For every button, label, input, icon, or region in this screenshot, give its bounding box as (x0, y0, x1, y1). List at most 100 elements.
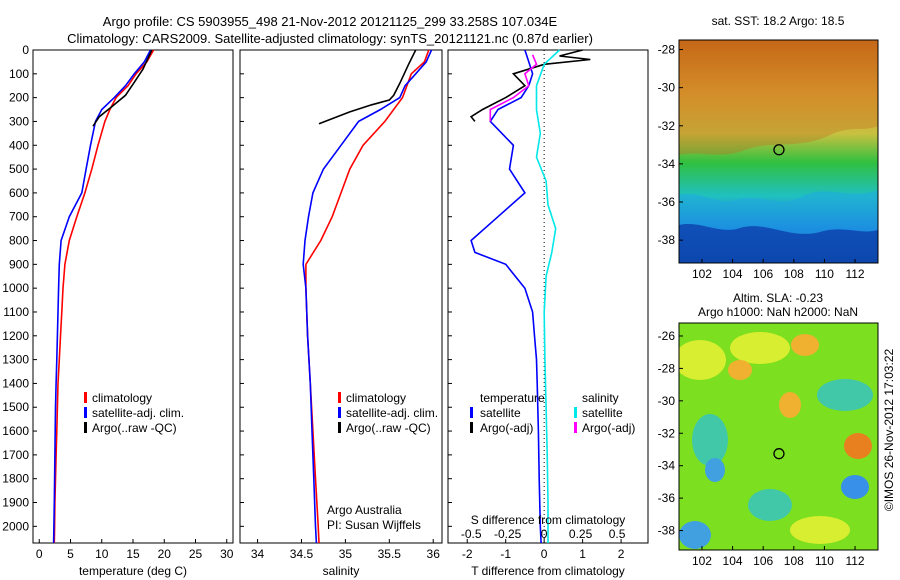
map-x-tick-label: 112 (845, 554, 864, 568)
chart-title-line2: Climatology: CARS2009. Satellite-adjuste… (67, 31, 593, 46)
difference-legend: temperature salinity satellite Argo(-adj… (470, 391, 635, 435)
map-y-tick-label: -30 (658, 394, 676, 408)
sla-argo-marker (773, 448, 785, 460)
sst-cold-band (679, 223, 878, 263)
s-tick-label: -0.5 (461, 527, 482, 541)
map-x-tick-label: 106 (753, 554, 773, 568)
series-line-argo-adj- (469, 49, 591, 122)
x-tick-label: 34 (251, 547, 265, 561)
map-x-tick-label: 104 (723, 554, 743, 568)
legend-swatch-climatology (84, 392, 87, 403)
depth-tick-label: 1100 (3, 305, 29, 319)
map-x-tick-label: 110 (815, 267, 834, 281)
temperature-legend: climatology satellite-adj. clim. Argo(..… (84, 391, 184, 435)
sla-blob (679, 340, 726, 380)
map-x-tick-label: 108 (784, 554, 804, 568)
sst-argo-marker (773, 144, 785, 156)
x-tick-label: 25 (189, 547, 203, 561)
temperature-axis-label: temperature (deg C) (79, 564, 187, 578)
map-y-tick-label: -36 (658, 195, 676, 209)
depth-tick-label: 200 (9, 91, 29, 105)
map-x-tick-label: 102 (692, 267, 712, 281)
depth-tick-label: 800 (9, 234, 29, 248)
depth-tick-label: 1000 (2, 281, 29, 295)
sla-blob (817, 379, 873, 411)
depth-tick-label: 1500 (2, 400, 29, 414)
salinity-legend: climatology satellite-adj. clim. Argo(..… (338, 391, 438, 435)
map-y-tick-label: -30 (658, 81, 676, 95)
sla-map-subtitle: Argo h1000: NaN h2000: NaN (698, 305, 858, 319)
x-tick-label: 35.5 (378, 547, 402, 561)
x-tick-label: 5 (67, 547, 74, 561)
map-x-tick-label: 102 (692, 554, 712, 568)
series-line-satellite-adj-clim- (52, 49, 152, 544)
sla-blob (692, 414, 728, 466)
map-x-tick-label: 108 (784, 267, 804, 281)
salinity-panel-frame (239, 49, 443, 544)
depth-tick-label: 1600 (2, 424, 29, 438)
x-tick-label: -2 (462, 547, 473, 561)
legend-label-s-argo: Argo(-adj) (582, 421, 635, 435)
legend-swatch-t-argo (470, 422, 473, 433)
sst-warm-band (679, 40, 878, 155)
depth-axis: 0 100 200 300 400 500 600 700 800 900 1000 1100 1200… (2, 43, 452, 533)
sst-map-axes: 102 104 106 108 110 112 -28 -30 -32 -34 -36 -38 (658, 43, 865, 281)
x-tick-label: 0 (541, 547, 548, 561)
legend-header-salinity: salinity (582, 391, 619, 405)
map-y-tick-label: -32 (658, 426, 676, 440)
series-line-argo-raw-qc- (318, 49, 417, 125)
sla-map-title: Altim. SLA: -0.23 (733, 291, 823, 305)
legend-swatch-argo (84, 422, 87, 433)
depth-tick-label: 1200 (2, 329, 29, 343)
x-tick-label: 15 (126, 547, 140, 561)
series-line-satellite (535, 49, 561, 543)
x-tick-label: 10 (95, 547, 109, 561)
sla-blob (844, 433, 872, 459)
legend-swatch-s-satellite (574, 407, 577, 418)
map-y-tick-label: -34 (658, 157, 676, 171)
legend-label-climatology: climatology (92, 391, 152, 405)
legend-label-argo: Argo(..raw -QC) (92, 421, 177, 435)
legend-swatch-satellite (84, 407, 87, 418)
depth-tick-label: 0 (22, 43, 29, 57)
t-difference-axis-label: T difference from climatology (471, 564, 625, 578)
series-line-climatology (53, 49, 155, 544)
salinity-axis-label: salinity (323, 564, 360, 578)
depth-tick-label: 2000 (2, 519, 29, 533)
sla-blob (841, 475, 869, 499)
depth-tick-label: 1900 (2, 496, 29, 510)
legend-swatch-climatology (338, 392, 341, 403)
sla-map-axes: 102 104 106 108 110 112 -26 -28 -30 -32 -34 -36 -38 (658, 329, 865, 568)
depth-tick-label: 500 (9, 162, 29, 176)
sla-blob (790, 516, 850, 544)
sla-blob (728, 360, 752, 380)
x-tick-label: 34.5 (290, 547, 314, 561)
sla-blob (748, 489, 792, 521)
x-tick-label: 35 (339, 547, 353, 561)
series-line-argo-adj- (489, 54, 538, 122)
legend-label-t-argo: Argo(-adj) (480, 421, 533, 435)
depth-tick-label: 1700 (2, 448, 29, 462)
sla-blob (791, 334, 819, 356)
sla-blob (730, 332, 790, 364)
depth-tick-label: 300 (9, 114, 29, 128)
depth-tick-label: 1300 (2, 353, 29, 367)
depth-tick-label: 100 (9, 67, 29, 81)
legend-label-climatology: climatology (346, 391, 406, 405)
sst-map-title: sat. SST: 18.2 Argo: 18.5 (712, 14, 845, 28)
map-x-tick-label: 104 (723, 267, 743, 281)
s-tick-label: -0.25 (494, 527, 522, 541)
legend-swatch-s-argo (574, 422, 577, 433)
series-line-argo-raw-qc- (92, 49, 153, 127)
sla-blob (779, 392, 801, 418)
sla-map-field (679, 323, 878, 550)
sst-map-frame (678, 39, 879, 264)
annotation-institution: Argo Australia (327, 503, 402, 517)
map-y-tick-label: -36 (658, 491, 676, 505)
depth-tick-label: 1400 (2, 376, 29, 390)
legend-swatch-argo (338, 422, 341, 433)
s-tick-label: 0.5 (609, 527, 626, 541)
x-tick-label: 2 (618, 547, 625, 561)
map-y-tick-label: -34 (658, 459, 676, 473)
legend-swatch-t-satellite (470, 407, 473, 418)
